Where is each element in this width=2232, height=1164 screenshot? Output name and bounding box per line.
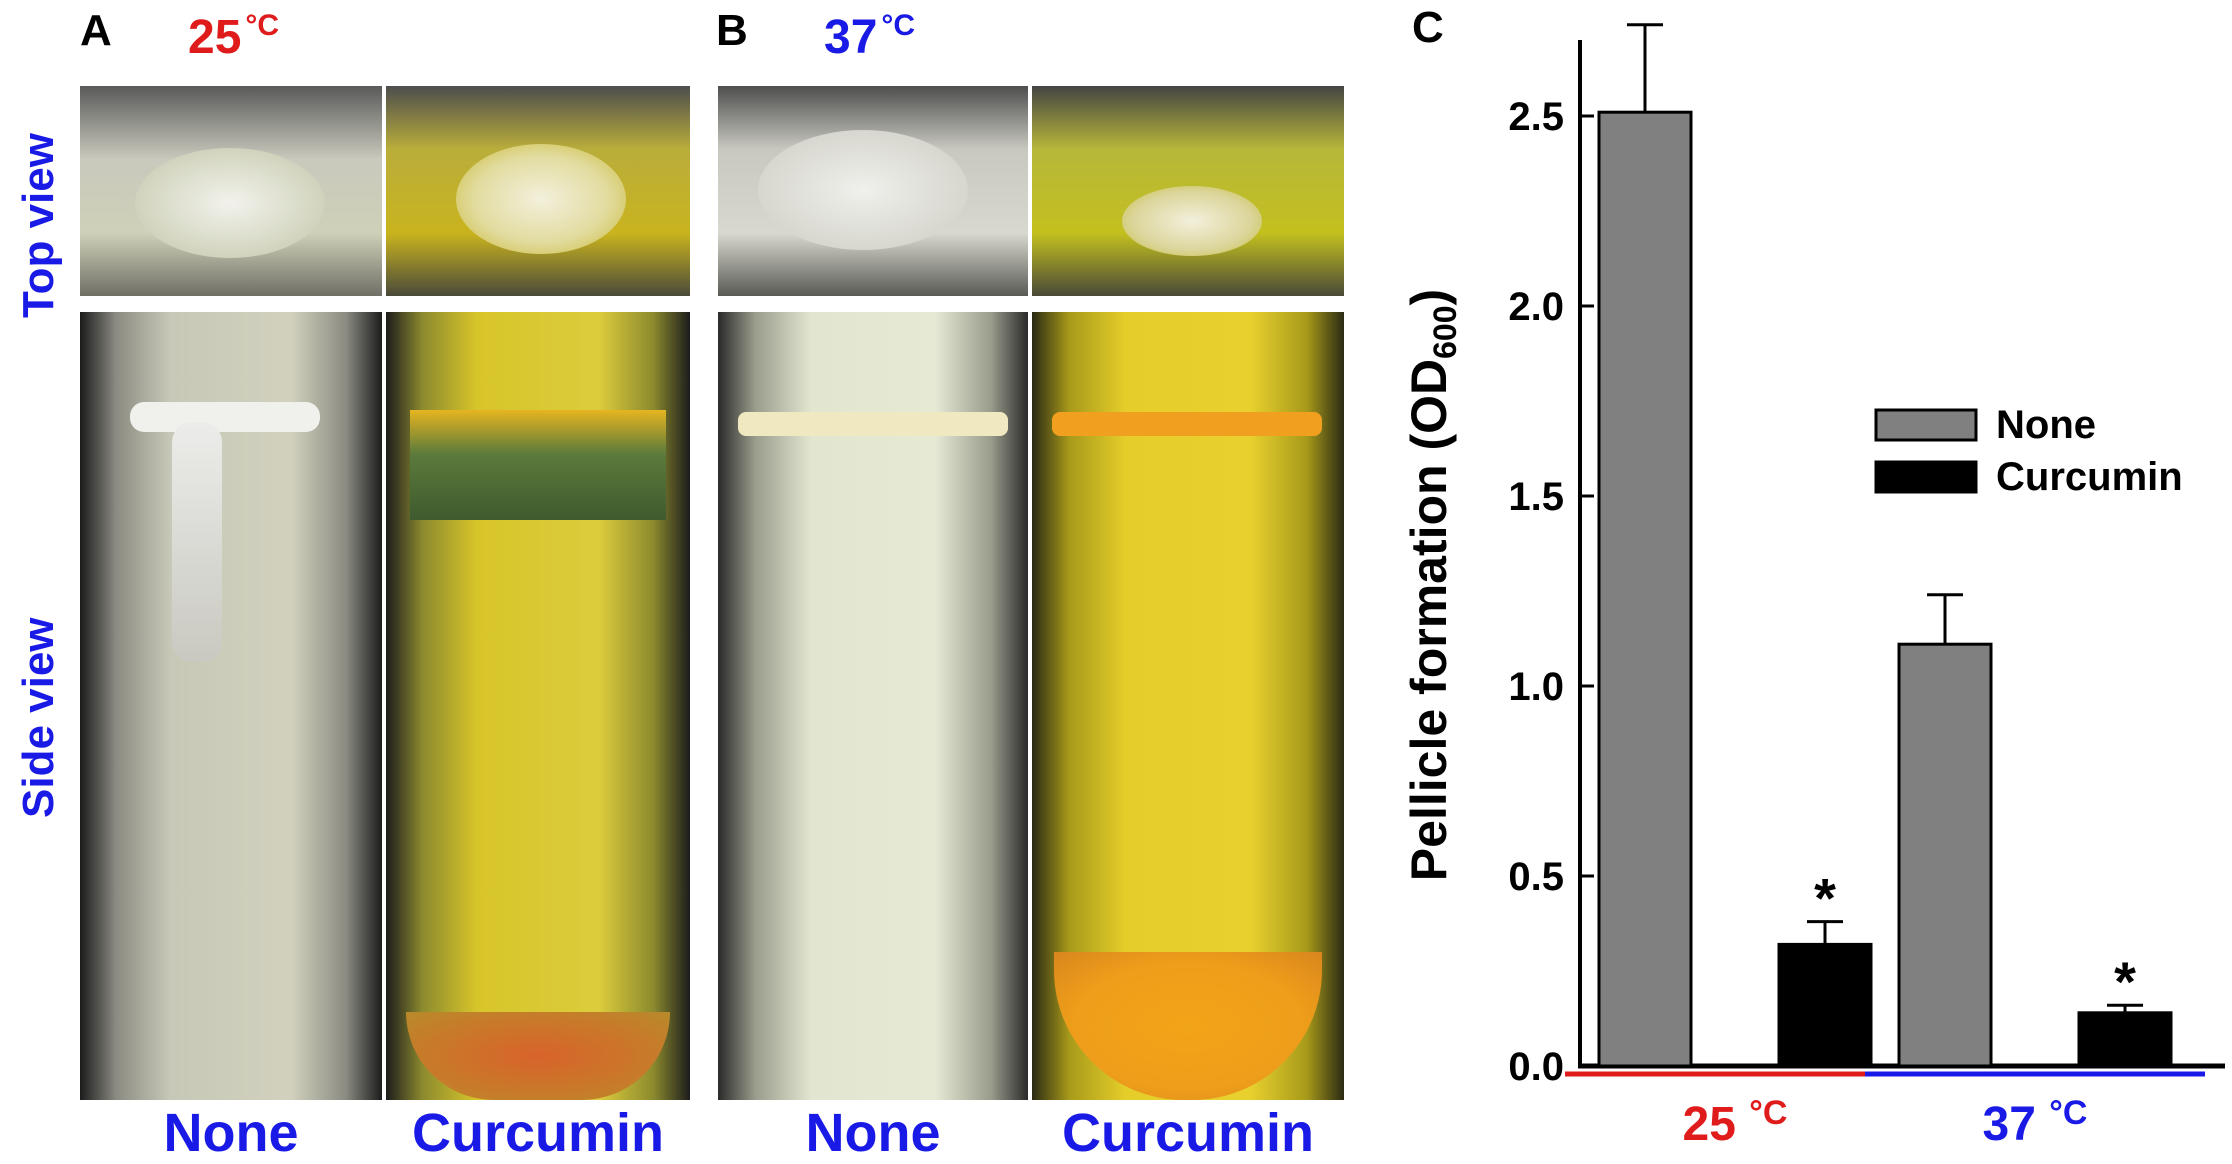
x-category-label: 25 °C xyxy=(1683,1094,1788,1151)
panel-a-none-side-photo xyxy=(80,312,382,1100)
y-tick-label: 1.5 xyxy=(1508,475,1564,519)
panel-b-temp-unit: °C xyxy=(881,9,916,42)
panel-a-letter: A xyxy=(80,6,112,55)
y-axis-label-close: ) xyxy=(1401,289,1457,306)
legend-swatch-curcumin xyxy=(1874,460,1978,494)
panel-a-temp-value: 25 xyxy=(188,11,242,64)
panel-a-temperature: 25 °C xyxy=(188,9,280,65)
panel-b-curcumin-label: Curcumin xyxy=(1061,1103,1315,1163)
significance-marker: * xyxy=(1814,867,1836,930)
panel-a-temp-unit: °C xyxy=(245,9,280,42)
panel-a-none-label: None xyxy=(163,1103,299,1163)
legend-label-curcumin: Curcumin xyxy=(1996,455,2183,499)
svg-text:Pellicle formation (OD600): Pellicle formation (OD600) xyxy=(1401,289,1463,881)
panel-b-none-label: None xyxy=(805,1103,941,1163)
panel-a-curcumin-label: Curcumin xyxy=(411,1103,665,1163)
panel-c-letter: C xyxy=(1412,3,1444,52)
y-tick-label: 2.5 xyxy=(1508,95,1564,139)
x-category-temp: 37 xyxy=(1983,1098,2050,1151)
panel-a-none-top-photo xyxy=(80,86,382,296)
y-tick-label: 0.5 xyxy=(1508,855,1564,899)
side-view-label: Side view xyxy=(14,617,63,818)
panel-b-curcumin-top-photo xyxy=(1032,86,1344,296)
bar-none xyxy=(1897,642,1993,1068)
pellicle-bar-chart: C Pellicle formation (OD600) 0.0 0.5 1.0 1.… xyxy=(1401,3,2225,1151)
top-view-label: Top view xyxy=(14,133,63,318)
panel-b-none-top-photo xyxy=(718,86,1028,296)
panel-a-curcumin-side-photo xyxy=(386,312,690,1100)
y-tick-label: 2.0 xyxy=(1508,285,1564,329)
bar-none xyxy=(1597,110,1693,1068)
panel-a-curcumin-top-photo xyxy=(386,86,690,296)
panel-b-none-side-photo xyxy=(718,312,1028,1100)
legend-label-none: None xyxy=(1996,403,2096,447)
x-category-temp: 25 xyxy=(1683,1098,1750,1151)
y-tick-label: 0.0 xyxy=(1508,1045,1564,1089)
panel-b-curcumin-side-photo xyxy=(1032,312,1344,1100)
x-category-unit: °C xyxy=(1749,1094,1787,1132)
x-category-label: 37 °C xyxy=(1983,1094,2088,1151)
y-axis-label-subscript: 600 xyxy=(1427,305,1463,358)
x-category-unit: °C xyxy=(2049,1094,2087,1132)
y-axis-label-main: Pellicle formation (OD xyxy=(1401,359,1457,881)
panel-b-temperature: 37 °C xyxy=(824,9,916,65)
bar-curcumin xyxy=(2077,1011,2173,1068)
panel-b-temp-value: 37 xyxy=(824,11,878,64)
significance-marker: * xyxy=(2114,950,2136,1013)
y-tick-label: 1.0 xyxy=(1508,665,1564,709)
bar-curcumin xyxy=(1777,942,1873,1068)
legend-swatch-none xyxy=(1874,408,1978,442)
panel-b-letter: B xyxy=(716,6,748,55)
y-axis-label: Pellicle formation (OD600) xyxy=(1401,289,1463,881)
